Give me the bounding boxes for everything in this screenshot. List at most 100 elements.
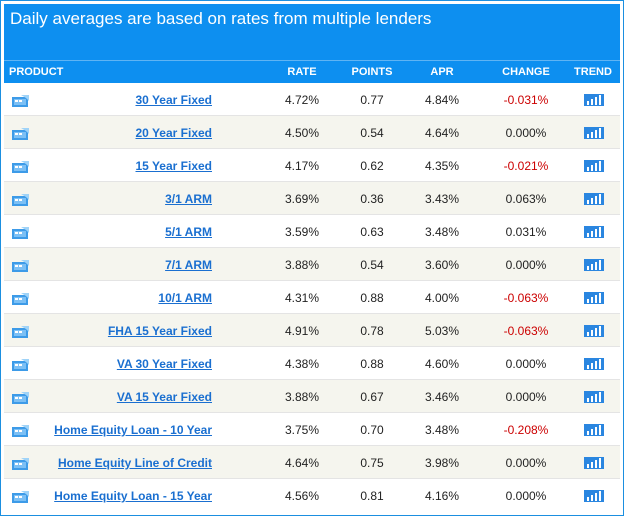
calculator-icon[interactable] <box>12 259 30 272</box>
product-link[interactable]: VA 15 Year Fixed <box>116 390 212 404</box>
product-link[interactable]: Home Equity Line of Credit <box>57 456 212 470</box>
apr-value: 4.00% <box>424 291 460 305</box>
calculator-icon[interactable] <box>12 292 30 305</box>
apr-value: 3.48% <box>424 225 460 239</box>
rate-value: 4.31% <box>284 291 320 305</box>
bar-chart-icon[interactable] <box>584 489 604 502</box>
rate-value: 3.69% <box>284 192 320 206</box>
product-link[interactable]: 3/1 ARM <box>165 192 212 206</box>
product-link[interactable]: 7/1 ARM <box>165 258 212 272</box>
bar-chart-icon[interactable] <box>584 192 604 205</box>
calculator-icon[interactable] <box>12 127 30 140</box>
rate-value: 4.64% <box>284 456 320 470</box>
points-value: 0.54 <box>360 126 384 140</box>
calculator-icon[interactable] <box>12 391 30 404</box>
calculator-icon[interactable] <box>12 325 30 338</box>
product-link[interactable]: 5/1 ARM <box>165 225 212 239</box>
calculator-icon[interactable] <box>12 160 30 173</box>
bar-chart-icon[interactable] <box>584 291 604 304</box>
bar-chart-icon[interactable] <box>584 258 604 271</box>
points-value: 0.81 <box>360 489 384 503</box>
calculator-icon[interactable] <box>12 193 30 206</box>
column-apr: APR <box>430 66 454 78</box>
points-value: 0.88 <box>360 357 384 371</box>
change-value: -0.063% <box>503 291 549 305</box>
change-value: -0.031% <box>503 93 549 107</box>
bar-chart-icon[interactable] <box>584 159 604 172</box>
rate-value: 4.91% <box>284 324 320 338</box>
change-value: -0.208% <box>503 423 549 437</box>
table-row: FHA 15 Year Fixed 4.91% 0.78 5.03% -0.063% <box>4 314 620 347</box>
rate-value: 4.50% <box>284 126 320 140</box>
points-value: 0.67 <box>360 390 384 404</box>
rate-value: 4.56% <box>284 489 320 503</box>
apr-value: 4.64% <box>424 126 460 140</box>
table-row: 10/1 ARM 4.31% 0.88 4.00% -0.063% <box>4 281 620 314</box>
points-value: 0.77 <box>360 93 384 107</box>
change-value: 0.063% <box>505 192 547 206</box>
product-link[interactable]: Home Equity Loan - 15 Year <box>54 489 212 503</box>
change-value: 0.031% <box>505 225 547 239</box>
product-link[interactable]: FHA 15 Year Fixed <box>107 324 212 338</box>
points-value: 0.75 <box>360 456 384 470</box>
table-row: 3/1 ARM 3.69% 0.36 3.43% 0.063% <box>4 182 620 215</box>
bar-chart-icon[interactable] <box>584 225 604 238</box>
points-value: 0.88 <box>360 291 384 305</box>
bar-chart-icon[interactable] <box>584 324 604 337</box>
product-link[interactable]: 20 Year Fixed <box>135 126 213 140</box>
apr-value: 4.60% <box>424 357 460 371</box>
column-points: POINTS <box>351 66 393 78</box>
table-row: VA 15 Year Fixed 3.88% 0.67 3.46% 0.000% <box>4 380 620 413</box>
calculator-icon[interactable] <box>12 490 30 503</box>
change-value: 0.000% <box>505 456 547 470</box>
change-value: 0.000% <box>505 489 547 503</box>
change-value: 0.000% <box>505 126 547 140</box>
column-change: CHANGE <box>502 66 550 78</box>
calculator-icon[interactable] <box>12 226 30 239</box>
rate-value: 3.75% <box>284 423 320 437</box>
apr-value: 3.46% <box>424 390 460 404</box>
column-rate: RATE <box>287 66 317 78</box>
calculator-icon[interactable] <box>12 424 30 437</box>
widget-header: Daily averages are based on rates from m… <box>4 4 620 60</box>
table-row: Home Equity Loan - 10 Year 3.75% 0.70 3.48%… <box>4 413 620 446</box>
bar-chart-icon[interactable] <box>584 423 604 436</box>
product-link[interactable]: 15 Year Fixed <box>135 159 213 173</box>
product-link[interactable]: 30 Year Fixed <box>135 93 213 107</box>
bar-chart-icon[interactable] <box>584 357 604 370</box>
product-link[interactable]: Home Equity Loan - 10 Year <box>54 423 212 437</box>
rate-value: 3.59% <box>284 225 320 239</box>
change-value: -0.063% <box>503 324 549 338</box>
change-value: -0.021% <box>503 159 549 173</box>
table-row: VA 30 Year Fixed 4.38% 0.88 4.60% 0.000% <box>4 347 620 380</box>
change-value: 0.000% <box>505 357 547 371</box>
column-product: PRODUCT <box>9 66 64 78</box>
table-row: 5/1 ARM 3.59% 0.63 3.48% 0.031% <box>4 215 620 248</box>
product-link[interactable]: VA 30 Year Fixed <box>116 357 212 371</box>
apr-value: 5.03% <box>424 324 460 338</box>
table-row: Home Equity Line of Credit 4.64% 0.75 3.98%… <box>4 446 620 479</box>
rate-value: 4.72% <box>284 93 320 107</box>
bar-chart-icon[interactable] <box>584 93 604 106</box>
calculator-icon[interactable] <box>12 358 30 371</box>
points-value: 0.78 <box>360 324 384 338</box>
rate-value: 3.88% <box>284 390 320 404</box>
apr-value: 3.98% <box>424 456 460 470</box>
calculator-icon[interactable] <box>12 457 30 470</box>
rate-value: 4.38% <box>284 357 320 371</box>
widget-title: Daily averages are based on rates from m… <box>10 9 432 28</box>
points-value: 0.62 <box>360 159 384 173</box>
bar-chart-icon[interactable] <box>584 390 604 403</box>
bar-chart-icon[interactable] <box>584 126 604 139</box>
table-row: Home Equity Loan - 15 Year 4.56% 0.81 4.16%… <box>4 479 620 511</box>
change-value: 0.000% <box>505 258 547 272</box>
rates-table: 30 Year Fixed 4.72% 0.77 4.84% -0.031% 20 Yea… <box>4 83 620 511</box>
bar-chart-icon[interactable] <box>584 456 604 469</box>
points-value: 0.70 <box>360 423 384 437</box>
product-link[interactable]: 10/1 ARM <box>158 291 212 305</box>
column-header-bar: PRODUCT RATE POINTS APR CHANGE TREND <box>4 60 620 83</box>
calculator-icon[interactable] <box>12 94 30 107</box>
rate-value: 4.17% <box>284 159 320 173</box>
table-row: 20 Year Fixed 4.50% 0.54 4.64% 0.000% <box>4 116 620 149</box>
